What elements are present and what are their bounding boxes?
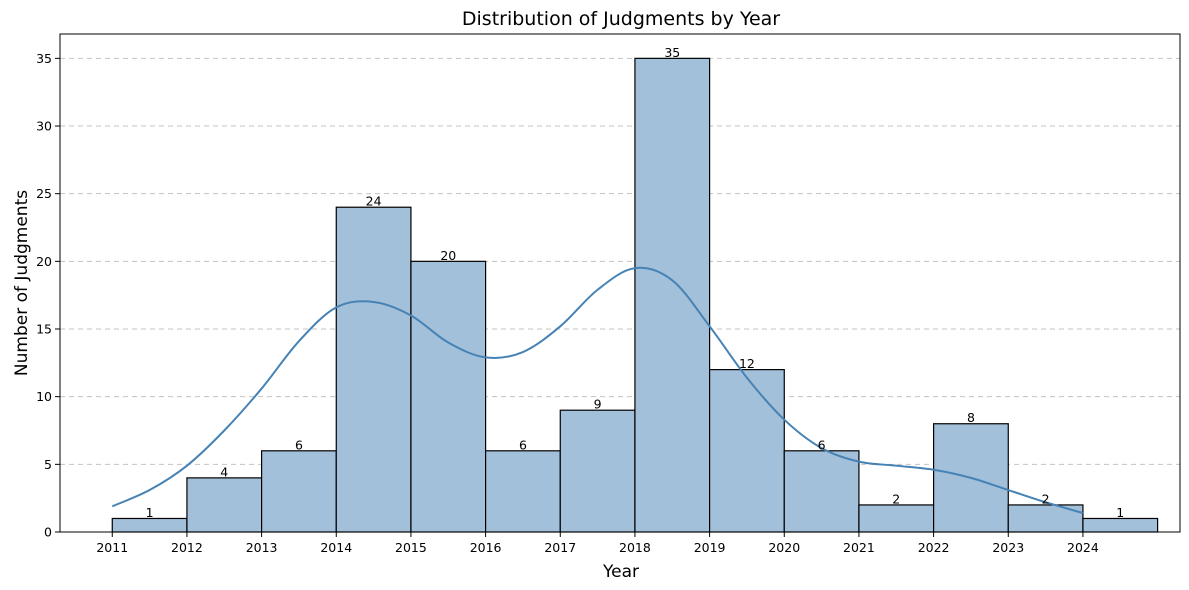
y-tick-label: 35: [36, 51, 52, 66]
kde-curve: [111, 266, 1084, 515]
bar-2011: [111, 517, 188, 533]
x-tick-label: 2012: [171, 540, 203, 555]
y-tick-layer: 0 5 10 15 20 25 30 35: [36, 51, 60, 540]
y-tick-label: 20: [36, 254, 52, 269]
bar-value-label: 20: [440, 248, 456, 263]
bar-value-label: 8: [967, 410, 975, 425]
x-tick-label: 2024: [1067, 540, 1099, 555]
bar-value-label: 2: [892, 491, 900, 506]
data-label-layer: 1 4 6 24 20 6 9 35 12 6 2 8 2 1: [146, 45, 1125, 520]
bar-value-label: 6: [519, 437, 527, 452]
plot-frame: [59, 33, 1181, 533]
bar-2016: [485, 450, 561, 533]
x-tick-label: 2018: [619, 540, 651, 555]
x-tick-label: 2016: [470, 540, 502, 555]
bar-2013: [261, 450, 337, 533]
bar-layer: [111, 57, 1159, 533]
bar-2014: [335, 206, 412, 533]
bar-2021: [858, 504, 935, 533]
bar-value-label: 35: [664, 45, 680, 60]
y-tick-label: 0: [44, 525, 52, 540]
bar-2012: [186, 477, 263, 533]
bar-value-label: 1: [146, 505, 154, 520]
x-tick-label: 2015: [395, 540, 427, 555]
bar-value-label: 2: [1042, 491, 1050, 506]
bar-2017: [559, 409, 636, 533]
y-tick-label: 25: [36, 186, 52, 201]
grid-layer: [60, 57, 1180, 465]
bar-value-label: 6: [295, 437, 303, 452]
x-tick-label: 2019: [694, 540, 726, 555]
x-tick-label: 2020: [768, 540, 800, 555]
bar-value-label: 9: [594, 397, 602, 412]
bar-value-label: 12: [739, 356, 755, 371]
bar-2024: [1082, 517, 1159, 533]
x-tick-layer: 2011 2012 2013 2014 2015 2016 2017 2018 2019 2020…: [96, 532, 1099, 555]
bar-2019: [708, 369, 785, 533]
bar-value-label: 1: [1116, 505, 1124, 520]
chart-title: Distribution of Judgments by Year: [462, 8, 780, 30]
bar-value-label: 4: [220, 464, 228, 479]
bar-2018: [634, 57, 711, 533]
x-tick-label: 2022: [918, 540, 950, 555]
bar-value-label: 24: [366, 194, 382, 209]
bar-2015: [410, 260, 487, 533]
y-tick-label: 30: [36, 119, 52, 134]
x-tick-label: 2011: [96, 540, 128, 555]
x-tick-label: 2014: [320, 540, 352, 555]
y-tick-label: 5: [44, 457, 52, 472]
y-axis-label: Number of Judgments: [12, 190, 32, 376]
x-axis-label: Year: [602, 562, 639, 582]
x-tick-label: 2023: [992, 540, 1024, 555]
y-tick-label: 15: [36, 322, 52, 337]
kde-layer: [111, 266, 1084, 515]
y-tick-label: 10: [36, 389, 52, 404]
x-tick-label: 2021: [843, 540, 875, 555]
bar-2020: [783, 450, 860, 533]
x-tick-label: 2013: [246, 540, 278, 555]
bar-value-label: 6: [818, 437, 826, 452]
x-tick-label: 2017: [544, 540, 576, 555]
